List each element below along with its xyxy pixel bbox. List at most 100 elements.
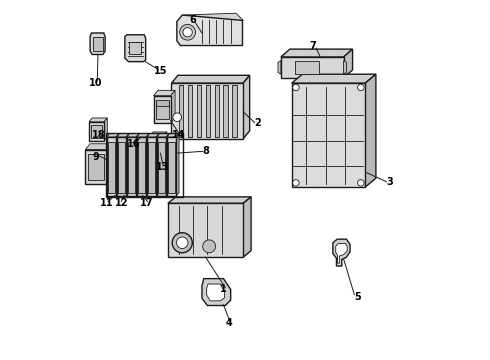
Text: 12: 12	[115, 198, 128, 208]
Polygon shape	[333, 239, 350, 266]
Bar	[156, 101, 169, 119]
Bar	[118, 142, 125, 193]
Text: 15: 15	[154, 66, 168, 76]
Polygon shape	[147, 134, 159, 137]
Polygon shape	[117, 137, 126, 196]
Polygon shape	[281, 49, 353, 57]
Bar	[152, 139, 162, 150]
Bar	[196, 85, 201, 137]
Bar	[158, 142, 165, 193]
Polygon shape	[137, 137, 146, 196]
Polygon shape	[107, 137, 116, 196]
Polygon shape	[202, 279, 231, 306]
Polygon shape	[365, 74, 376, 187]
Circle shape	[173, 113, 181, 122]
Polygon shape	[85, 149, 107, 184]
Polygon shape	[168, 203, 243, 257]
Bar	[128, 142, 135, 193]
Circle shape	[358, 180, 364, 186]
Polygon shape	[127, 134, 139, 137]
Bar	[188, 85, 192, 137]
Bar	[156, 100, 169, 107]
Bar	[215, 85, 219, 137]
Circle shape	[293, 180, 299, 186]
Circle shape	[203, 240, 216, 253]
Text: 5: 5	[355, 292, 361, 302]
Polygon shape	[107, 134, 119, 137]
Polygon shape	[89, 122, 104, 140]
Polygon shape	[89, 118, 107, 122]
Circle shape	[293, 84, 299, 91]
Polygon shape	[127, 137, 136, 196]
Bar	[129, 42, 141, 54]
Polygon shape	[125, 35, 146, 62]
Polygon shape	[182, 13, 243, 22]
Polygon shape	[176, 134, 179, 196]
Polygon shape	[172, 75, 250, 83]
Polygon shape	[153, 96, 171, 123]
Bar	[93, 37, 102, 51]
Bar	[223, 85, 228, 137]
Text: 6: 6	[190, 15, 196, 26]
Polygon shape	[164, 132, 167, 153]
Polygon shape	[166, 134, 169, 196]
Text: 14: 14	[172, 130, 185, 140]
Polygon shape	[137, 134, 149, 137]
Polygon shape	[90, 33, 105, 54]
Bar	[108, 142, 115, 193]
Text: 13: 13	[156, 162, 169, 172]
Polygon shape	[243, 197, 251, 257]
Bar	[179, 85, 183, 137]
Text: 18: 18	[92, 130, 105, 140]
Polygon shape	[168, 197, 251, 203]
Polygon shape	[117, 134, 129, 137]
Polygon shape	[207, 284, 224, 301]
Polygon shape	[157, 134, 169, 137]
Polygon shape	[343, 49, 353, 78]
Text: 11: 11	[100, 198, 114, 208]
Bar	[205, 85, 210, 137]
Text: 10: 10	[90, 78, 103, 88]
Polygon shape	[156, 134, 159, 196]
Polygon shape	[292, 74, 376, 83]
Polygon shape	[281, 57, 343, 78]
Polygon shape	[104, 118, 107, 140]
Text: 17: 17	[140, 198, 153, 208]
Bar	[168, 142, 175, 193]
Circle shape	[172, 233, 192, 253]
Circle shape	[358, 84, 364, 91]
Polygon shape	[292, 83, 365, 187]
Text: 8: 8	[202, 146, 209, 156]
Polygon shape	[136, 134, 139, 196]
Polygon shape	[85, 144, 112, 149]
Polygon shape	[153, 90, 175, 96]
Polygon shape	[343, 60, 346, 74]
Polygon shape	[147, 137, 156, 196]
Polygon shape	[107, 144, 112, 184]
Polygon shape	[243, 75, 250, 139]
Text: 9: 9	[93, 152, 99, 162]
Polygon shape	[146, 134, 149, 196]
Text: 2: 2	[254, 118, 261, 128]
Bar	[106, 133, 183, 197]
Bar	[138, 142, 145, 193]
Text: 1: 1	[220, 284, 227, 294]
Circle shape	[176, 237, 188, 248]
Polygon shape	[150, 132, 167, 136]
Text: 4: 4	[225, 319, 232, 328]
Bar	[91, 126, 101, 138]
Polygon shape	[336, 243, 347, 263]
Polygon shape	[171, 90, 175, 123]
Text: 7: 7	[310, 41, 317, 50]
Bar	[295, 60, 319, 74]
Polygon shape	[167, 134, 179, 137]
Circle shape	[183, 28, 192, 37]
Text: 16: 16	[127, 139, 141, 149]
Circle shape	[180, 24, 196, 40]
Polygon shape	[167, 137, 176, 196]
Polygon shape	[177, 15, 243, 45]
Polygon shape	[126, 134, 129, 196]
Text: 3: 3	[387, 177, 393, 187]
Polygon shape	[150, 136, 164, 153]
Polygon shape	[157, 137, 166, 196]
